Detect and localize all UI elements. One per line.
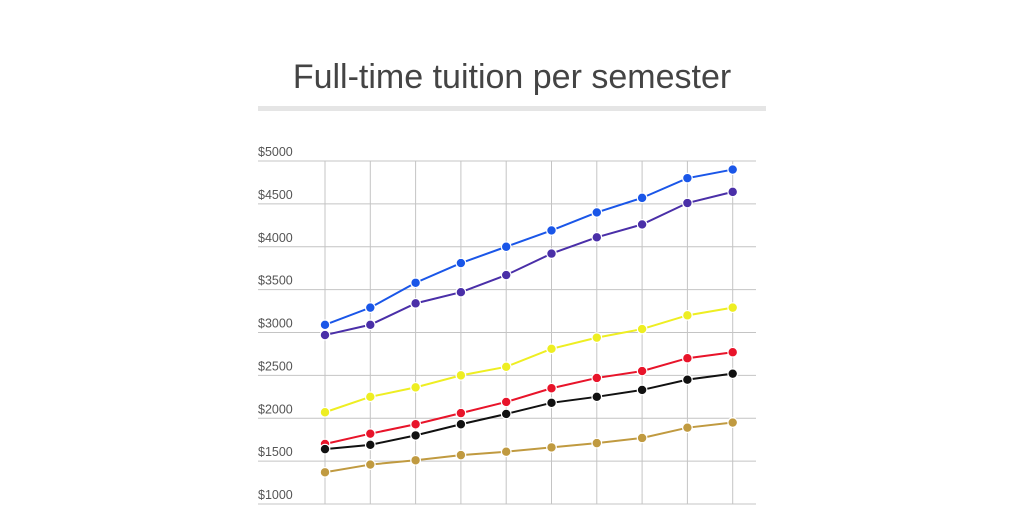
data-point <box>455 286 467 298</box>
y-tick-label: $1500 <box>258 445 293 459</box>
data-point <box>682 197 693 209</box>
data-point <box>410 454 422 466</box>
data-point <box>364 459 376 470</box>
data-point <box>410 381 422 393</box>
series-lines <box>324 168 733 474</box>
y-axis-ticks: $1000 $1500 $2000 $2500 $3000 $3500 $4000 $4500… <box>258 145 293 502</box>
data-point <box>682 172 693 184</box>
data-point <box>591 332 603 344</box>
data-point <box>455 449 467 461</box>
data-point <box>319 329 331 341</box>
data-point <box>410 430 422 441</box>
data-point <box>727 368 739 380</box>
data-point <box>636 219 648 230</box>
data-point <box>500 446 512 458</box>
data-point <box>727 302 739 314</box>
y-tick-label: $2500 <box>258 359 293 373</box>
data-point <box>500 408 512 420</box>
data-point <box>364 439 376 451</box>
y-tick-label: $4000 <box>258 231 293 245</box>
data-point <box>364 391 376 403</box>
data-point <box>410 277 422 289</box>
data-point <box>636 365 648 377</box>
data-point <box>455 257 467 269</box>
data-point <box>636 192 648 204</box>
series-line-4 <box>324 351 733 445</box>
y-tick-label: $5000 <box>258 145 293 159</box>
data-point <box>319 443 331 455</box>
data-point <box>591 207 603 218</box>
data-point <box>727 346 739 358</box>
data-point <box>455 418 467 430</box>
y-tick-label: $1000 <box>258 488 293 502</box>
y-tick-label: $2000 <box>258 402 293 416</box>
y-tick-label: $3500 <box>258 274 293 288</box>
data-point <box>364 428 376 440</box>
data-point <box>591 437 603 449</box>
data-point <box>546 397 557 409</box>
data-point <box>455 369 467 381</box>
data-point <box>319 319 331 331</box>
series-line-5 <box>324 372 733 451</box>
data-point <box>727 417 739 428</box>
data-point <box>364 319 376 331</box>
data-point <box>364 302 376 314</box>
data-point <box>591 372 603 384</box>
data-point <box>682 374 693 386</box>
data-point <box>636 323 648 335</box>
y-tick-label: $4500 <box>258 188 293 202</box>
data-point <box>410 418 422 430</box>
grid-lines <box>258 160 756 505</box>
series-line-2 <box>324 190 733 337</box>
data-point <box>682 352 693 364</box>
series-line-6 <box>324 421 733 474</box>
series-line-1 <box>324 168 733 326</box>
chart-title: Full-time tuition per semester <box>292 58 732 96</box>
data-point <box>546 442 557 453</box>
data-point <box>682 422 693 434</box>
data-point <box>546 382 557 394</box>
data-point <box>546 248 557 260</box>
series-line-3 <box>324 306 733 414</box>
data-point <box>727 186 739 198</box>
data-point <box>636 432 648 444</box>
data-point <box>319 466 331 478</box>
data-point <box>682 309 693 321</box>
data-point <box>500 361 512 373</box>
data-point <box>455 407 467 419</box>
data-point <box>500 241 512 253</box>
data-point <box>500 396 512 408</box>
data-point <box>410 297 422 309</box>
data-point <box>591 231 603 243</box>
series-points <box>319 164 739 478</box>
data-point <box>500 269 512 281</box>
data-point <box>546 225 557 236</box>
data-point <box>636 384 648 396</box>
y-tick-label: $3000 <box>258 317 293 331</box>
title-underline <box>258 106 766 111</box>
data-point <box>319 406 331 418</box>
data-point <box>546 343 557 355</box>
data-point <box>591 391 603 403</box>
data-point <box>727 164 739 175</box>
